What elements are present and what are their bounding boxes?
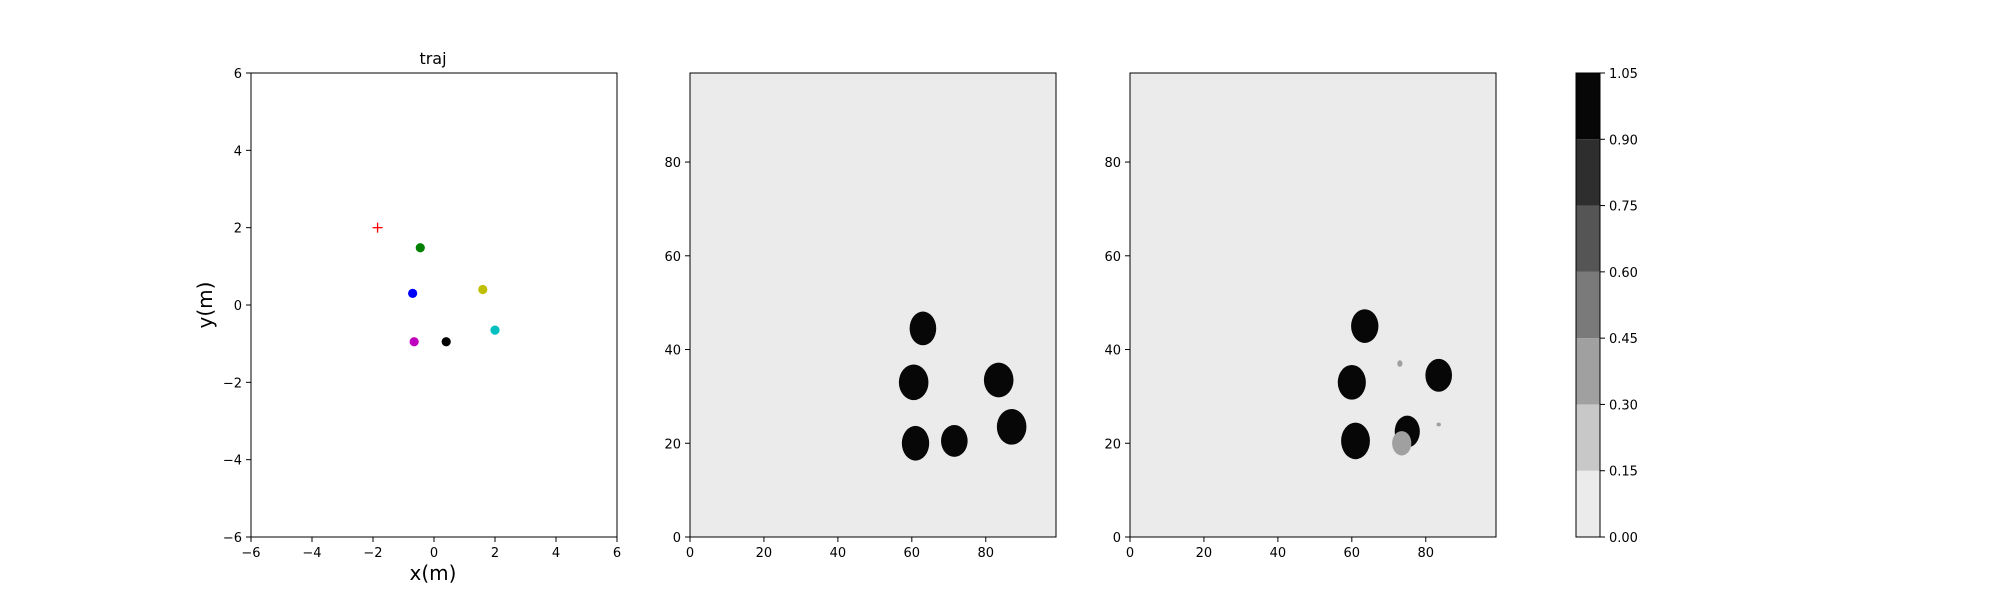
heatmap-2-y-tick-label: 0 xyxy=(1113,531,1121,546)
heatmap-1-x-tick-label: 60 xyxy=(904,546,921,561)
heatmap-1-ticks: 0 20 40 60 80 0 20 40 60 80 xyxy=(664,156,994,561)
colorbar-band xyxy=(1576,139,1600,206)
heatmap-2-blobs xyxy=(1337,309,1453,460)
heatmap-2-x-tick-label: 20 xyxy=(1196,546,1213,561)
trajectory-ticks: −6 −4 −2 0 2 4 6 −6 −4 −2 0 2 4 6 xyxy=(223,67,621,561)
heatmap-2-frame xyxy=(1129,72,1497,538)
colorbar-tick-label: 0.60 xyxy=(1609,266,1638,281)
colorbar-tick-label: 0.75 xyxy=(1609,200,1638,215)
heatmap-1-x-tick-label: 80 xyxy=(977,546,994,561)
occupancy-blob xyxy=(1392,431,1412,456)
colorbar-band xyxy=(1576,205,1600,272)
heatmap-1-x-tick-label: 20 xyxy=(756,546,773,561)
occupancy-blob xyxy=(901,425,930,461)
occupancy-blob xyxy=(1351,309,1379,343)
trajectory-x-tick-label: −6 xyxy=(241,546,260,561)
agent-point xyxy=(415,243,425,253)
colorbar-bands xyxy=(1576,73,1600,537)
occupancy-blob xyxy=(898,364,929,401)
agent-point xyxy=(408,288,418,298)
heatmap-2-x-tick-label: 80 xyxy=(1417,546,1434,561)
colorbar-tick-label: 0.30 xyxy=(1609,398,1638,413)
heatmap-2-background xyxy=(1130,73,1496,537)
trajectory-x-axis-label: x(m) xyxy=(410,561,457,585)
agent-point xyxy=(409,337,419,347)
trajectory-y-tick-label: 0 xyxy=(234,299,242,314)
trajectory-title: traj xyxy=(419,49,446,68)
heatmap-2-y-tick-label: 20 xyxy=(1104,437,1121,452)
agent-point xyxy=(490,325,500,335)
colorbar-band xyxy=(1576,271,1600,339)
trajectory-plot-frame xyxy=(250,72,618,538)
heatmap-panel-1: 0 20 40 60 80 0 20 40 60 80 xyxy=(664,72,1057,561)
colorbar: 0.00 0.15 0.30 0.45 0.60 0.75 0.90 1.05 xyxy=(1575,67,1638,546)
colorbar-tick-label: 0.00 xyxy=(1609,531,1638,546)
occupancy-blob xyxy=(1337,364,1366,400)
heatmap-1-background xyxy=(690,73,1056,537)
heatmap-1-y-tick-label: 60 xyxy=(664,250,681,265)
trajectory-x-tick-label: −4 xyxy=(302,546,321,561)
trajectory-y-tick-label: 4 xyxy=(234,144,242,159)
trajectory-x-tick-label: 6 xyxy=(613,546,621,561)
heatmap-2-ticks: 0 20 40 60 80 0 20 40 60 80 xyxy=(1104,156,1434,561)
agent-point xyxy=(441,337,451,347)
occupancy-blob xyxy=(1397,360,1403,367)
trajectory-y-tick-label: −4 xyxy=(223,454,242,469)
colorbar-tick-label: 0.90 xyxy=(1609,133,1638,148)
heatmap-1-x-tick-label: 0 xyxy=(686,546,694,561)
colorbar-band xyxy=(1576,73,1600,140)
trajectory-y-tick-label: −6 xyxy=(223,531,242,546)
heatmap-1-y-tick-label: 20 xyxy=(664,437,681,452)
agent-point xyxy=(478,284,488,295)
heatmap-1-blobs xyxy=(898,311,1027,461)
heatmap-1-y-tick-label: 80 xyxy=(664,156,681,171)
heatmap-1-frame xyxy=(689,72,1057,538)
colorbar-band xyxy=(1576,470,1600,537)
trajectory-y-axis-label: y(m) xyxy=(193,282,217,329)
trajectory-x-tick-label: −2 xyxy=(363,546,382,561)
trajectory-panel: traj x(m) y(m) −6 −4 −2 0 2 4 6 −6 −4 −2 0 2 4 6 xyxy=(193,49,621,585)
heatmap-1-y-tick-label: 40 xyxy=(664,344,681,359)
trajectory-y-tick-label: 6 xyxy=(234,67,242,82)
heatmap-2-y-tick-label: 60 xyxy=(1104,250,1121,265)
trajectory-x-tick-label: 4 xyxy=(552,546,560,561)
colorbar-ticks: 0.00 0.15 0.30 0.45 0.60 0.75 0.90 1.05 xyxy=(1600,67,1638,546)
occupancy-blob xyxy=(1436,422,1441,427)
occupancy-blob xyxy=(983,362,1014,398)
colorbar-tick-label: 0.15 xyxy=(1609,465,1638,480)
heatmap-2-y-tick-label: 80 xyxy=(1104,156,1121,171)
occupancy-blob xyxy=(1341,422,1370,460)
occupancy-blob xyxy=(909,311,937,346)
trajectory-points xyxy=(372,222,500,347)
heatmap-1-y-tick-label: 0 xyxy=(673,531,681,546)
colorbar-band xyxy=(1576,404,1600,471)
trajectory-y-tick-label: 2 xyxy=(234,222,242,237)
heatmap-1-x-tick-label: 40 xyxy=(830,546,847,561)
colorbar-tick-label: 1.05 xyxy=(1609,67,1638,82)
colorbar-tick-label: 0.45 xyxy=(1609,332,1638,347)
heatmap-2-x-tick-label: 40 xyxy=(1270,546,1287,561)
goal-plus-marker xyxy=(372,222,383,233)
occupancy-blob xyxy=(941,424,968,457)
heatmap-2-x-tick-label: 0 xyxy=(1126,546,1134,561)
trajectory-x-tick-label: 2 xyxy=(491,546,499,561)
colorbar-frame xyxy=(1575,72,1601,538)
occupancy-blob xyxy=(1425,358,1453,392)
heatmap-2-x-tick-label: 60 xyxy=(1344,546,1361,561)
occupancy-blob xyxy=(996,409,1027,445)
heatmap-2-y-tick-label: 40 xyxy=(1104,344,1121,359)
heatmap-panel-2: 0 20 40 60 80 0 20 40 60 80 xyxy=(1104,72,1497,561)
trajectory-x-tick-label: 0 xyxy=(430,546,438,561)
trajectory-y-tick-label: −2 xyxy=(223,376,242,391)
colorbar-band xyxy=(1576,338,1600,405)
